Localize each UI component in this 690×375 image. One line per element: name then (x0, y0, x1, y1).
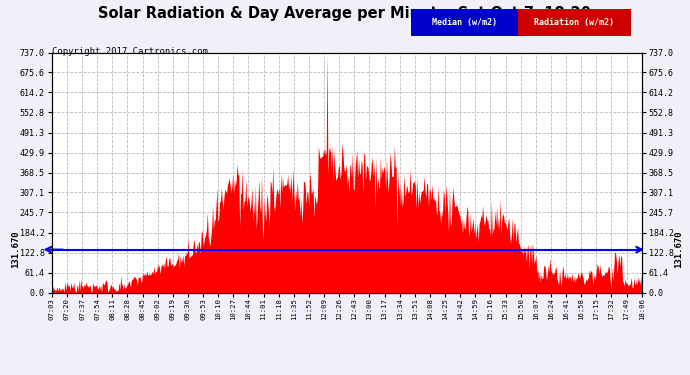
Text: Median (w/m2): Median (w/m2) (431, 18, 497, 27)
Text: Copyright 2017 Cartronics.com: Copyright 2017 Cartronics.com (52, 47, 208, 56)
Text: Radiation (w/m2): Radiation (w/m2) (535, 18, 614, 27)
Text: Solar Radiation & Day Average per Minute  Sat Oct 7  18:20: Solar Radiation & Day Average per Minute… (99, 6, 591, 21)
Text: 131.670: 131.670 (10, 231, 20, 268)
Text: 131.670: 131.670 (673, 231, 683, 268)
